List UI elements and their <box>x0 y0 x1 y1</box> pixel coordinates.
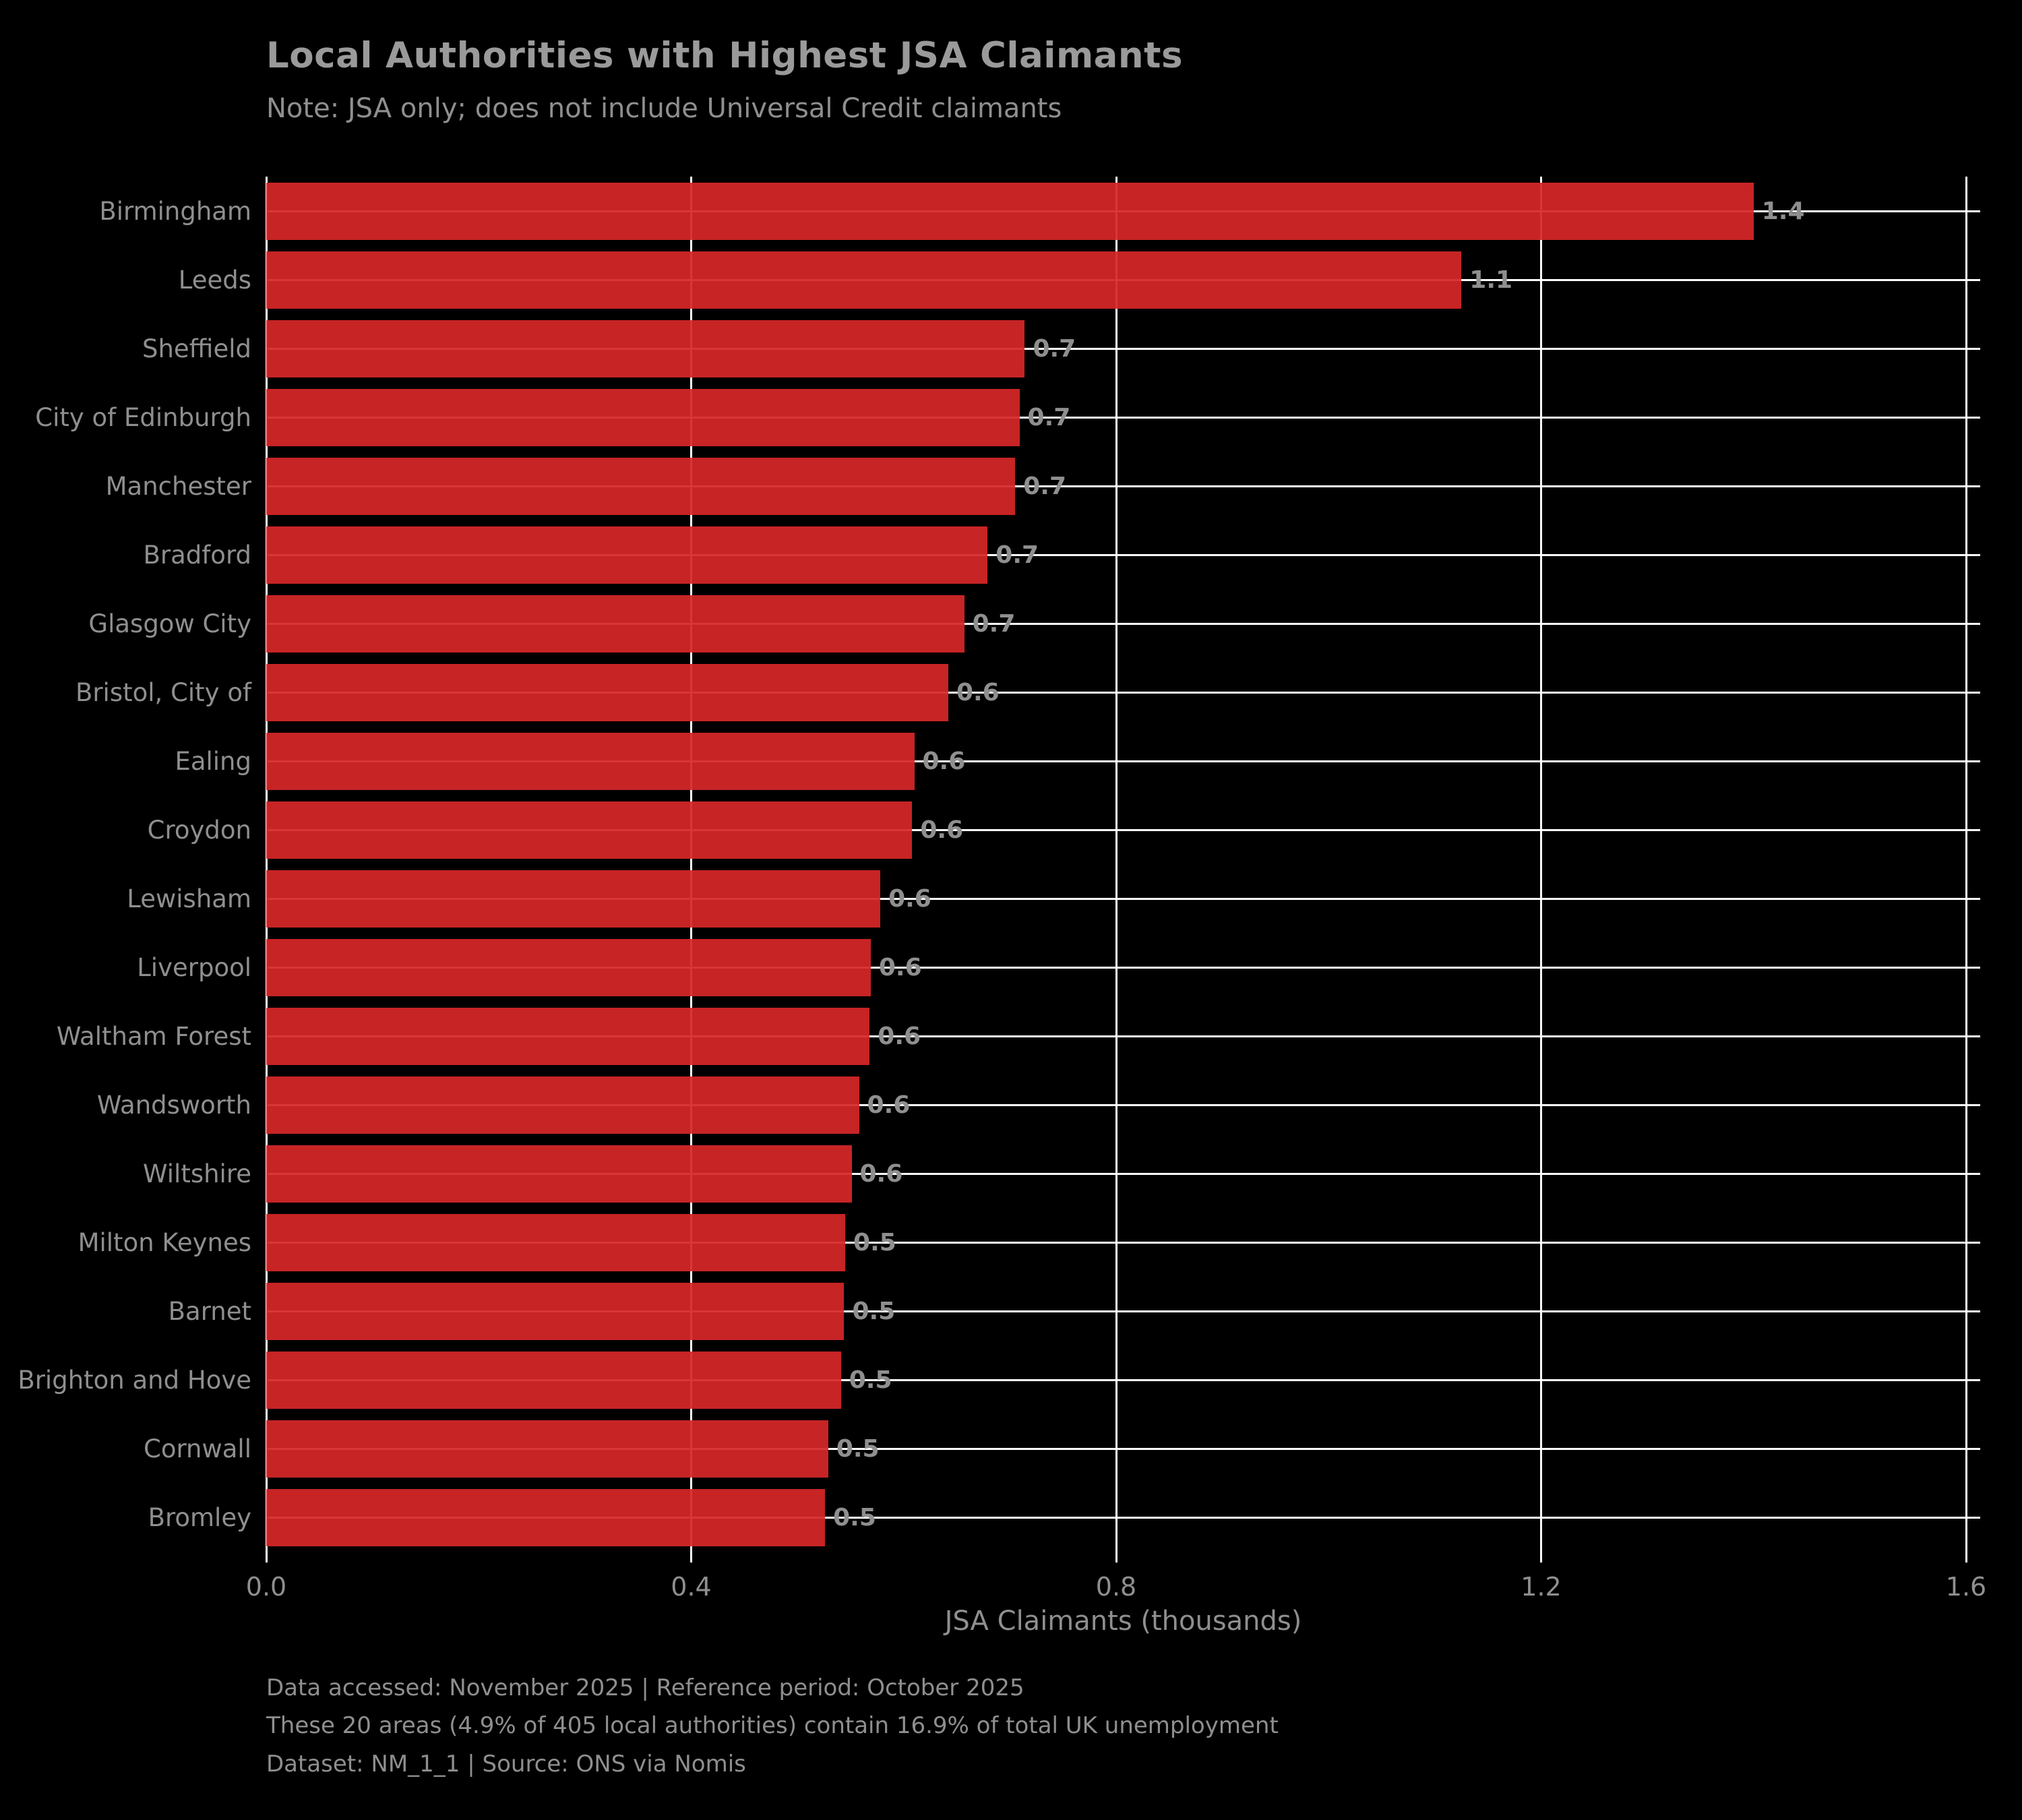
bar <box>266 1352 841 1409</box>
category-label: Milton Keynes <box>78 1228 251 1258</box>
bar-value-label: 0.5 <box>853 1229 896 1257</box>
bar-value-label: 0.5 <box>836 1435 880 1463</box>
chart-subtitle: Note: JSA only; does not include Univers… <box>266 93 1062 124</box>
bar <box>266 1008 870 1066</box>
h-gridline <box>266 553 1980 556</box>
bar <box>266 1283 845 1341</box>
bar-value-label: 0.6 <box>920 816 964 844</box>
x-tick-label: 0.0 <box>245 1572 287 1602</box>
bar <box>266 526 988 584</box>
h-gridline <box>266 416 1980 419</box>
h-gridline <box>266 691 1980 694</box>
h-gridline <box>266 1379 1980 1382</box>
v-gridline <box>265 177 268 1563</box>
h-gridline <box>266 1035 1980 1038</box>
category-label: Sheffield <box>142 334 251 363</box>
x-tick-label: 1.6 <box>1945 1572 1987 1602</box>
category-label: Waltham Forest <box>56 1022 251 1052</box>
category-label: Lewisham <box>127 884 251 914</box>
category-label: Birmingham <box>99 196 251 226</box>
bar <box>266 251 1462 309</box>
bar <box>266 388 1020 446</box>
v-gridline <box>1540 177 1542 1563</box>
h-gridline <box>266 828 1980 831</box>
category-label: Barnet <box>168 1297 251 1327</box>
bar-value-label: 0.6 <box>878 954 922 982</box>
v-gridline <box>690 177 692 1563</box>
h-gridline <box>266 1517 1980 1519</box>
v-gridline <box>1965 177 1967 1563</box>
bar <box>266 1489 826 1547</box>
category-label: Bromley <box>148 1503 251 1533</box>
bar-value-label: 0.5 <box>852 1298 896 1326</box>
v-gridline <box>1115 177 1117 1563</box>
h-gridline <box>266 1242 1980 1244</box>
bar-value-label: 0.6 <box>867 1091 911 1120</box>
bar <box>266 182 1754 240</box>
category-label: City of Edinburgh <box>35 402 251 432</box>
h-gridline <box>266 1310 1980 1313</box>
bar-value-label: 0.7 <box>1023 472 1067 500</box>
bar-value-label: 0.6 <box>859 1160 903 1188</box>
y-axis-labels: Birmingham Leeds Sheffield City of Edinburg… <box>0 177 251 1552</box>
h-gridline <box>266 347 1980 350</box>
bar-value-label: 0.5 <box>833 1504 876 1532</box>
bar <box>266 1145 852 1203</box>
h-gridline <box>266 1173 1980 1176</box>
footer-note-accessed: Data accessed: November 2025 | Reference… <box>266 1674 1024 1701</box>
bar-value-label: 0.7 <box>1033 334 1076 363</box>
bar <box>266 663 948 721</box>
category-label: Bradford <box>143 540 251 570</box>
x-axis-title: JSA Claimants (thousands) <box>944 1606 1302 1637</box>
h-gridline <box>266 1104 1980 1107</box>
category-label: Brighton and Hove <box>18 1366 251 1395</box>
bar-value-label: 1.1 <box>1469 266 1513 294</box>
h-gridline <box>266 622 1980 625</box>
bar <box>266 1076 859 1134</box>
x-tick-label: 1.2 <box>1521 1572 1562 1602</box>
category-label: Leeds <box>178 265 251 295</box>
bar <box>266 457 1016 515</box>
category-label: Ealing <box>175 746 251 776</box>
h-gridline <box>266 967 1980 969</box>
bar <box>266 1420 828 1478</box>
bar-value-label: 0.7 <box>972 609 1016 638</box>
category-label: Liverpool <box>137 953 251 983</box>
bar-value-label: 1.4 <box>1761 197 1805 225</box>
category-label: Cornwall <box>144 1434 251 1464</box>
bar-value-label: 0.7 <box>995 541 1039 569</box>
bar-value-label: 0.7 <box>1027 403 1071 431</box>
bar-value-label: 0.6 <box>888 885 931 913</box>
category-label: Manchester <box>105 471 251 501</box>
footer-note-coverage: These 20 areas (4.9% of 405 local author… <box>266 1712 1279 1739</box>
h-gridline <box>266 760 1980 762</box>
bar <box>266 801 913 859</box>
h-gridline <box>266 898 1980 901</box>
category-label: Wandsworth <box>96 1091 251 1120</box>
bar <box>266 939 871 997</box>
h-gridline <box>266 485 1980 487</box>
chart-title: Local Authorities with Highest JSA Claim… <box>266 35 1184 76</box>
bar-value-label: 0.6 <box>956 678 1000 706</box>
footer-note-source: Dataset: NM_1_1 | Source: ONS via Nomis <box>266 1751 746 1778</box>
category-label: Glasgow City <box>88 609 251 638</box>
x-tick-label: 0.8 <box>1095 1572 1137 1602</box>
bar <box>266 1214 846 1272</box>
bar-value-label: 0.6 <box>922 747 966 775</box>
category-label: Bristol, City of <box>75 677 251 707</box>
category-label: Wiltshire <box>142 1159 251 1189</box>
category-label: Croydon <box>147 815 251 845</box>
x-tick-label: 0.4 <box>671 1572 712 1602</box>
bar <box>266 732 915 790</box>
bar <box>266 870 881 928</box>
bar <box>266 320 1025 377</box>
bar <box>266 595 964 653</box>
h-gridline <box>266 1448 1980 1451</box>
bar-value-label: 0.6 <box>878 1023 921 1051</box>
plot-area: 1.4 1.1 0.7 0.7 0.7 0.7 0.7 0.6 0.6 0.6 0.6 0.6 0.6 0… <box>265 177 1980 1563</box>
bar-value-label: 0.5 <box>849 1366 892 1395</box>
